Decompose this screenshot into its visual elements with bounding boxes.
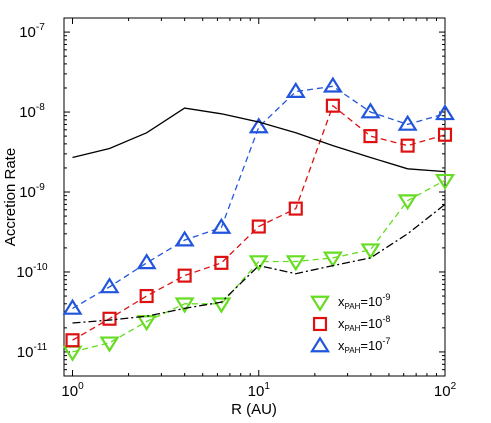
y-tick-label: 10-9 xyxy=(19,182,45,201)
x-tick-label: 100 xyxy=(61,381,84,400)
data-point xyxy=(322,251,343,268)
series-line xyxy=(72,203,446,324)
legend-marker xyxy=(309,336,331,353)
x-tick-label-base: 10 xyxy=(61,383,78,400)
legend-marker xyxy=(312,316,328,332)
y-tick-label-base: 10 xyxy=(16,264,33,281)
y-tick-label-exponent: -9 xyxy=(36,182,45,193)
y-tick-label-exponent: -10 xyxy=(33,262,48,273)
data-point xyxy=(285,255,306,272)
data-point xyxy=(251,219,266,234)
legend-entry-label: xPAH=10-7 xyxy=(338,336,390,355)
data-point xyxy=(136,253,157,270)
data-point xyxy=(434,173,456,191)
legend-label-exponent: -7 xyxy=(382,336,390,346)
data-point xyxy=(397,114,418,131)
y-tick-label: 10-10 xyxy=(16,262,48,281)
legend-label-subscript: PAH xyxy=(345,302,361,311)
legend-label-subscript: PAH xyxy=(345,324,361,333)
x-tick-label-exponent: 0 xyxy=(78,381,84,392)
legend-label-equals: =10 xyxy=(360,316,382,331)
data-point xyxy=(99,277,120,294)
data-point xyxy=(65,333,80,348)
data-point xyxy=(248,255,269,272)
data-point xyxy=(325,98,340,113)
x-tick-label: 102 xyxy=(434,381,457,400)
data-point xyxy=(437,127,453,142)
series-line xyxy=(72,85,446,309)
data-point xyxy=(248,117,269,134)
data-point xyxy=(434,104,456,121)
y-tick-label-base: 10 xyxy=(17,344,34,361)
data-point xyxy=(102,311,117,326)
legend-entry-label: xPAH=10-9 xyxy=(338,292,390,311)
series-layer xyxy=(62,76,456,362)
x-tick-label-base: 10 xyxy=(248,383,265,400)
series-line xyxy=(72,104,446,341)
data-point xyxy=(360,243,381,260)
x-axis-ticks: 100 101 102 xyxy=(61,18,457,400)
x-axis-label: R (AU) xyxy=(231,401,277,418)
data-point xyxy=(99,336,120,353)
plot-frame xyxy=(63,17,446,377)
data-point xyxy=(211,217,232,234)
x-tick-label-exponent: 1 xyxy=(264,381,270,392)
y-axis-label: Accretion Rate xyxy=(2,148,19,246)
x-tick-label: 101 xyxy=(248,381,271,400)
data-point xyxy=(288,201,303,216)
legend-label-equals: =10 xyxy=(360,294,382,309)
y-tick-label: 10-11 xyxy=(17,342,48,361)
legend-marker xyxy=(309,295,331,312)
legend-label-subscript: PAH xyxy=(345,346,361,355)
data-point xyxy=(211,297,232,314)
data-point xyxy=(136,315,157,332)
data-point xyxy=(174,230,195,247)
y-tick-label-base: 10 xyxy=(19,184,36,201)
data-point xyxy=(174,297,195,314)
legend-label-equals: =10 xyxy=(360,338,382,353)
x-tick-label-base: 10 xyxy=(434,383,451,400)
data-point xyxy=(363,129,378,144)
data-point xyxy=(322,76,343,93)
y-tick-label-base: 10 xyxy=(19,24,36,41)
data-point xyxy=(400,138,415,153)
y-tick-label-exponent: -11 xyxy=(33,342,47,353)
y-tick-label-exponent: -8 xyxy=(36,102,45,113)
data-point xyxy=(214,255,229,270)
data-point xyxy=(360,102,381,119)
y-tick-label-exponent: -7 xyxy=(36,22,45,33)
legend-entry-label: xPAH=10-8 xyxy=(338,314,390,333)
data-point xyxy=(62,298,83,315)
data-point xyxy=(177,268,192,283)
legend-label-exponent: -9 xyxy=(382,292,390,302)
legend-label-main: x xyxy=(338,294,345,309)
y-tick-label: 10-7 xyxy=(19,22,45,41)
data-point xyxy=(139,288,154,304)
series-line xyxy=(72,107,446,173)
legend-label-main: x xyxy=(338,338,345,353)
x-tick-label-exponent: 2 xyxy=(451,381,457,392)
y-tick-label-base: 10 xyxy=(19,104,36,121)
legend-label-exponent: -8 xyxy=(382,314,390,324)
legend-label-main: x xyxy=(338,316,345,331)
y-tick-label: 10-8 xyxy=(19,102,45,121)
data-point xyxy=(285,81,306,98)
data-point xyxy=(397,194,418,211)
